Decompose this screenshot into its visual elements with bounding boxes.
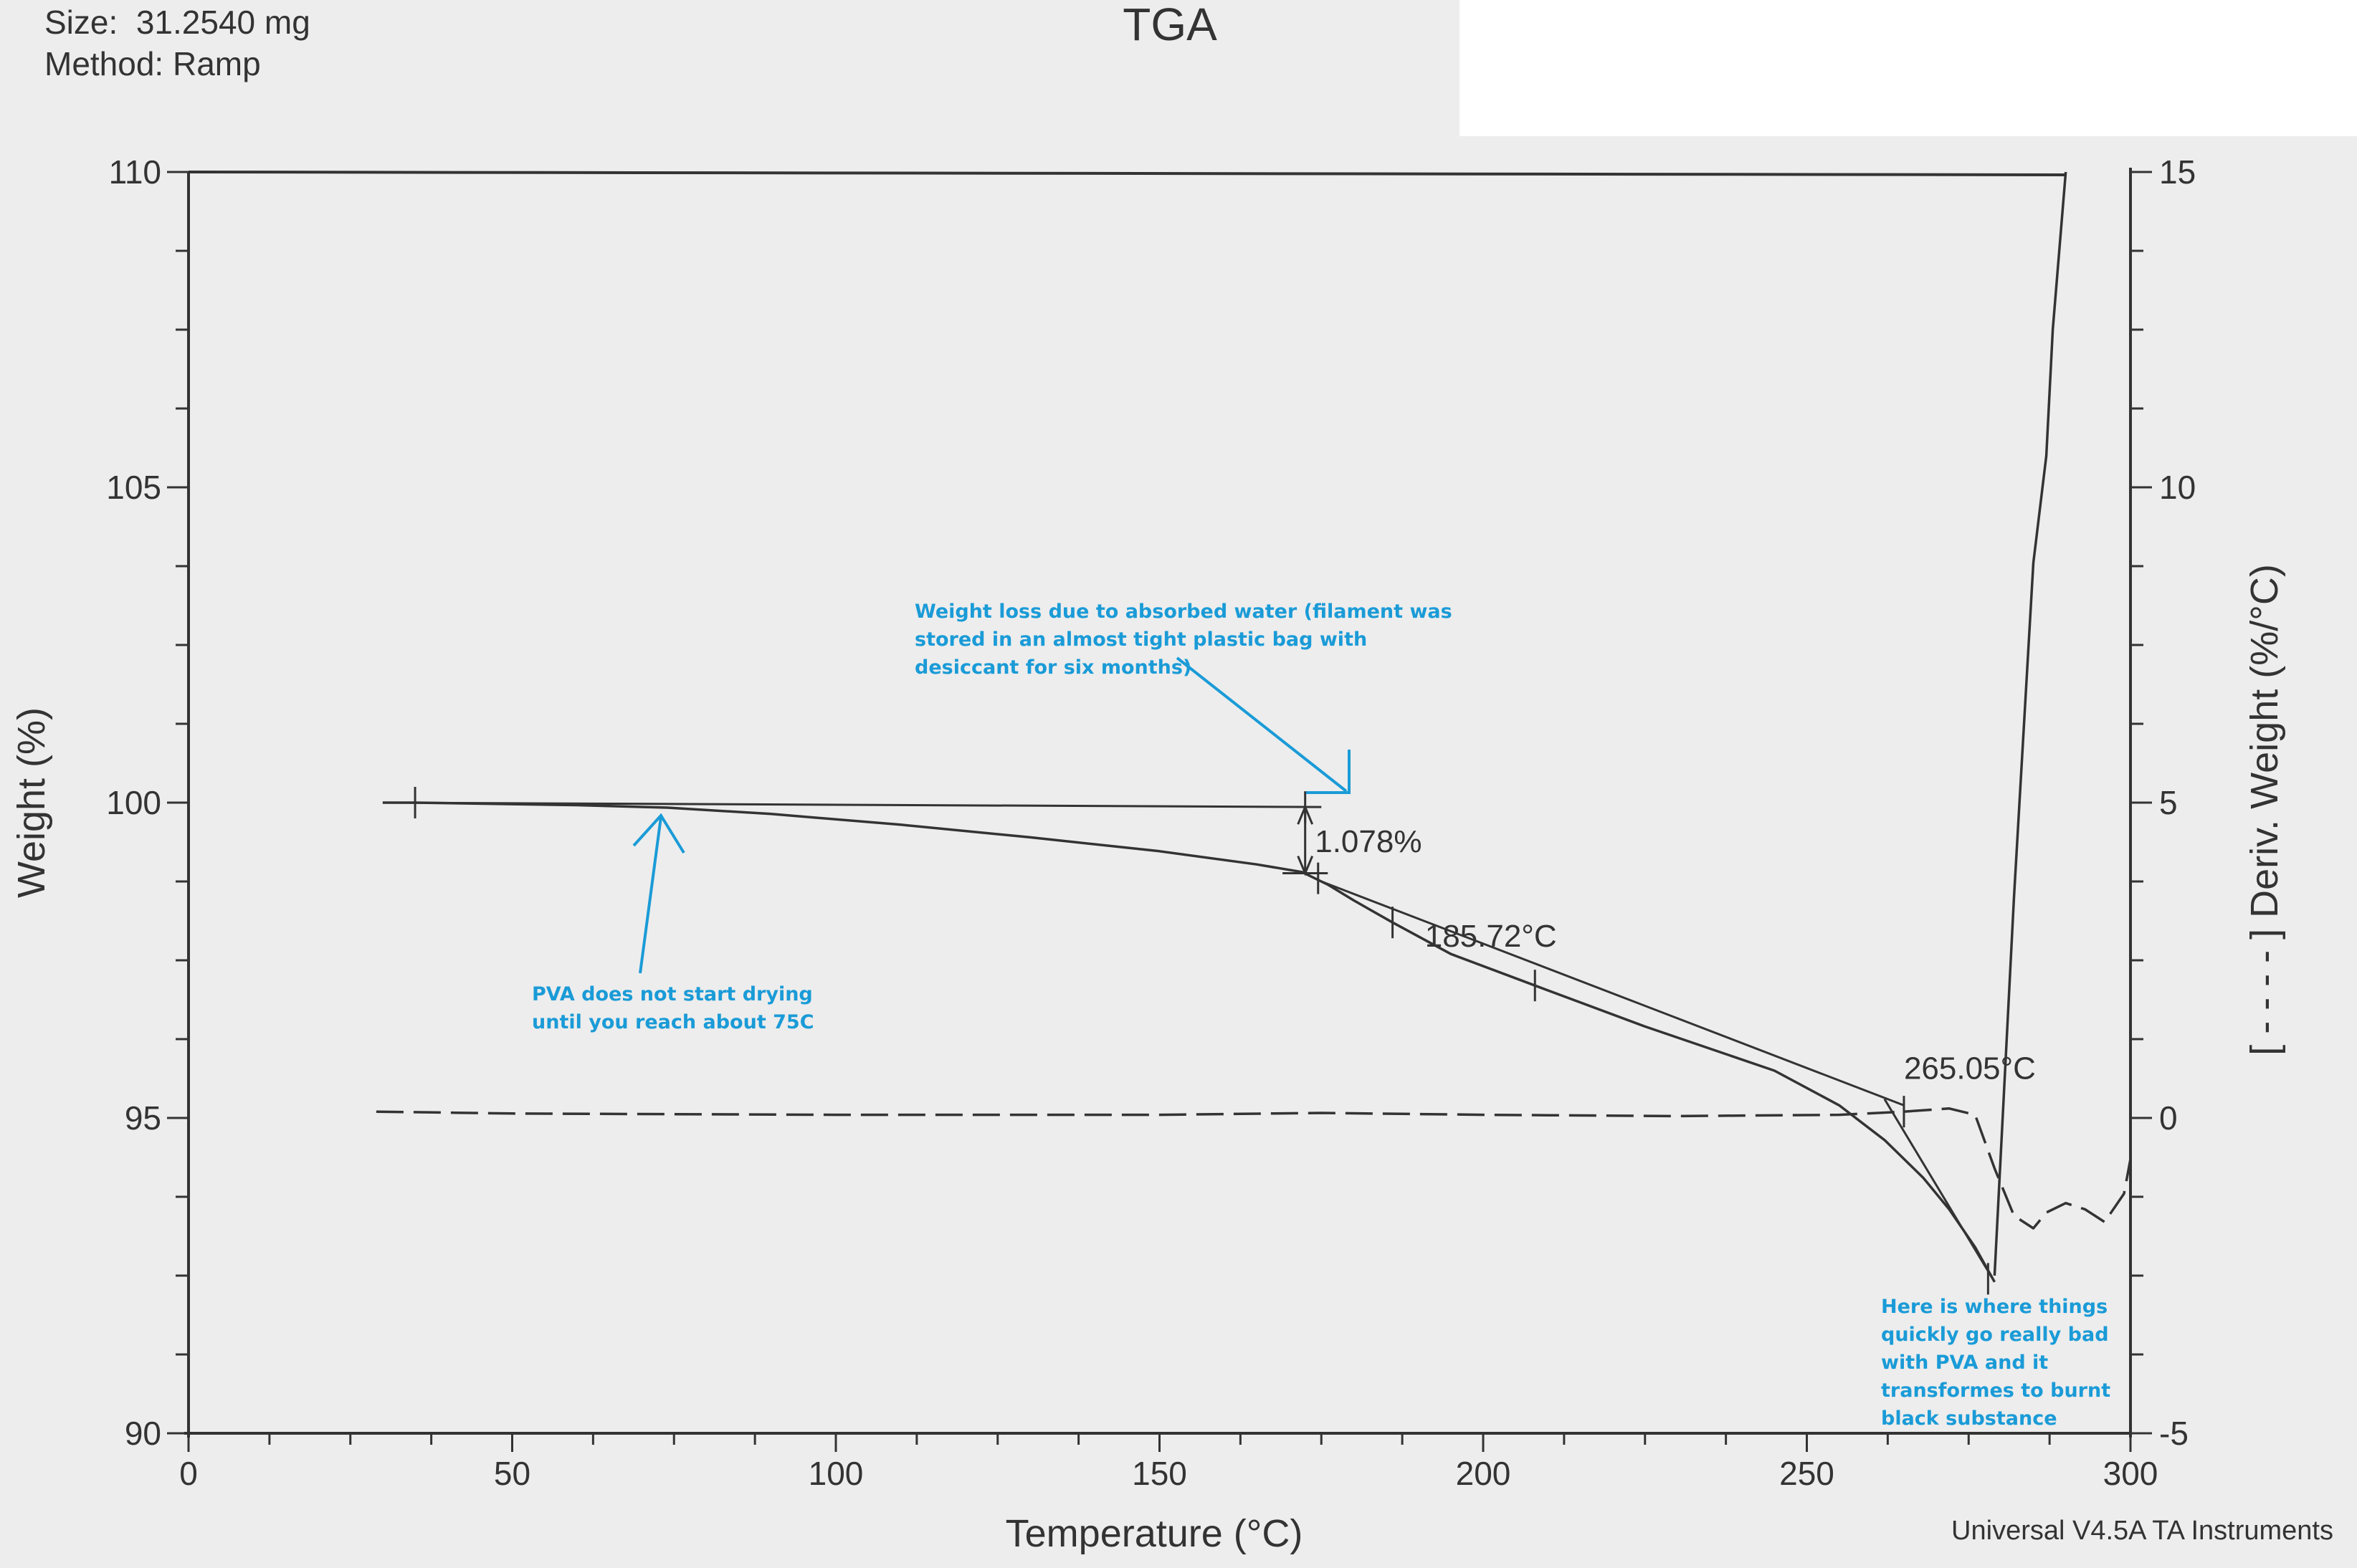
y-tick-label: 95	[125, 1099, 161, 1137]
note-line: desiccant for six months)	[915, 656, 1191, 679]
note-line: Here is where things	[1881, 1296, 2108, 1318]
y2-tick-label: 5	[2159, 784, 2178, 821]
onset-tangent-2	[1883, 1098, 1996, 1283]
arrowhead-down	[1297, 855, 1314, 876]
y-tick-label: 110	[109, 153, 161, 191]
derivative-weight-rise	[1993, 171, 2067, 1276]
step-percent-label: 1.078%	[1315, 824, 1422, 859]
drying-note: PVA does not start drying until you reach…	[532, 983, 814, 1033]
top-frame-line	[188, 171, 2066, 176]
x-tick-label: 150	[1132, 1455, 1187, 1492]
drying-note-arrowhead	[632, 813, 685, 854]
baseline-extrapolation	[382, 801, 1322, 808]
derivative-weight-curve	[376, 1107, 2132, 1230]
y-tick-label: 105	[106, 469, 161, 506]
blank-region	[1460, 0, 2357, 136]
note-line: black substance	[1881, 1407, 2057, 1430]
y2-tick-label: 0	[2159, 1099, 2178, 1137]
note-line: PVA does not start drying	[532, 983, 813, 1005]
method-label: Method: Ramp	[44, 45, 261, 82]
water-note-arrowhead	[1306, 750, 1351, 794]
x-tick-label: 0	[179, 1455, 198, 1492]
note-line: transformes to burnt	[1881, 1380, 2110, 1402]
y2-tick-label: -5	[2159, 1415, 2189, 1452]
water-loss-note: Weight loss due to absorbed water (filam…	[915, 601, 1452, 679]
x-tick-label: 200	[1456, 1455, 1511, 1492]
sample-size-label: Size: 31.2540 mg	[44, 4, 310, 41]
software-footer: Universal V4.5A TA Instruments	[1951, 1516, 2333, 1546]
y-axis-label: Weight (%)	[10, 707, 53, 898]
x-tick-label: 50	[494, 1455, 530, 1492]
note-line: with PVA and it	[1881, 1352, 2048, 1374]
y-tick-label: 100	[106, 784, 161, 821]
note-line: until you reach about 75C	[532, 1011, 814, 1033]
note-line: stored in an almost tight plastic bag wi…	[915, 628, 1367, 651]
y2-tick-label: 10	[2159, 469, 2196, 506]
water-note-arrow	[1176, 656, 1348, 793]
x-tick-label: 250	[1779, 1455, 1834, 1492]
x-tick-label: 100	[809, 1455, 864, 1492]
weight-curve	[382, 801, 1996, 1283]
degradation-note: Here is where things quickly go really ba…	[1881, 1296, 2110, 1430]
second-onset-temperature-label: 265.05°C	[1904, 1051, 2036, 1086]
y-tick-label: 90	[125, 1415, 161, 1452]
y2-axis-label: [ - - - - ] Deriv. Weight (%/°C)	[2243, 564, 2286, 1056]
note-line: quickly go really bad	[1881, 1324, 2109, 1346]
x-tick-label: 300	[2103, 1455, 2158, 1492]
x-axis-label: Temperature (°C)	[1006, 1512, 1303, 1555]
chart-title: TGA	[1123, 0, 1217, 50]
drying-note-arrow	[639, 816, 662, 974]
note-line: Weight loss due to absorbed water (filam…	[915, 601, 1452, 623]
onset-tangent-1	[1320, 880, 1905, 1106]
y2-tick-label: 15	[2159, 153, 2196, 191]
onset-temperature-label: 185.72°C	[1425, 919, 1557, 954]
